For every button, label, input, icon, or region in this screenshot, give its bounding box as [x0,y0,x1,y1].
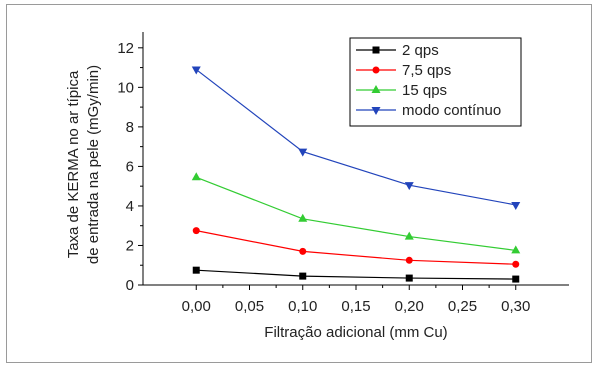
y-axis-title-line-2: de entrada na pele (mGy/min) [85,65,102,264]
legend-label: 15 qps [402,82,447,99]
data-point-marker [298,213,308,222]
y-tick-label: 10 [117,79,134,96]
data-point-marker [298,148,308,157]
y-axis-title: Taxa de KERMA no ar típica de entrada na… [65,65,102,264]
x-ticks: 0,00 0,05 0,10 0,15 0,20 0,25 0,30 [182,285,530,315]
series-line [196,176,516,252]
data-point-marker [512,260,520,268]
y-tick-label: 12 [117,40,134,57]
data-point-marker [405,256,413,264]
y-tick-label: 4 [126,198,134,215]
data-point-marker [372,46,380,54]
y-tick-label: 6 [126,158,134,175]
data-point-marker [512,275,520,283]
y-tick-label: 8 [126,119,134,136]
data-point-marker [372,66,380,74]
data-point-marker [299,247,307,255]
x-tick-label: 0,30 [501,298,530,315]
x-tick-label: 0,20 [395,298,424,315]
y-axis-title-line-1: Taxa de KERMA no ar típica [65,70,82,258]
data-point-marker [191,172,201,181]
series-line [196,269,516,280]
series-line [195,69,516,206]
data-point-marker [511,245,521,254]
data-point-marker [404,231,414,240]
data-point-marker [371,107,381,115]
x-tick-label: 0,15 [341,298,370,315]
data-point-marker [191,66,201,75]
series-layer [191,66,521,283]
legend: 2 qps 7,5 qps 15 qps modo contínuo [349,37,522,127]
y-tick-label: 2 [126,237,134,254]
data-point-marker [404,182,414,191]
series-1 [192,266,520,283]
x-tick-label: 0,25 [448,298,477,315]
y-tick-label: 0 [126,277,134,294]
data-point-marker [192,266,200,274]
legend-label: 2 qps [402,42,439,59]
legend-label: modo contínuo [402,102,501,119]
data-point-marker [511,201,521,210]
y-ticks: 0 2 4 6 8 10 12 [117,40,143,294]
data-point-marker [299,272,307,280]
series-4 [191,66,521,210]
series-3 [191,172,521,254]
x-tick-label: 0,00 [182,298,211,315]
legend-label: 7,5 qps [402,62,451,79]
x-axis-title: Filtração adicional (mm Cu) [264,324,447,341]
data-point-marker [371,85,381,93]
x-tick-label: 0,05 [235,298,264,315]
data-point-marker [192,227,200,235]
series-2 [192,227,520,268]
x-tick-label: 0,10 [288,298,317,315]
data-point-marker [405,274,413,282]
series-line [196,230,516,265]
